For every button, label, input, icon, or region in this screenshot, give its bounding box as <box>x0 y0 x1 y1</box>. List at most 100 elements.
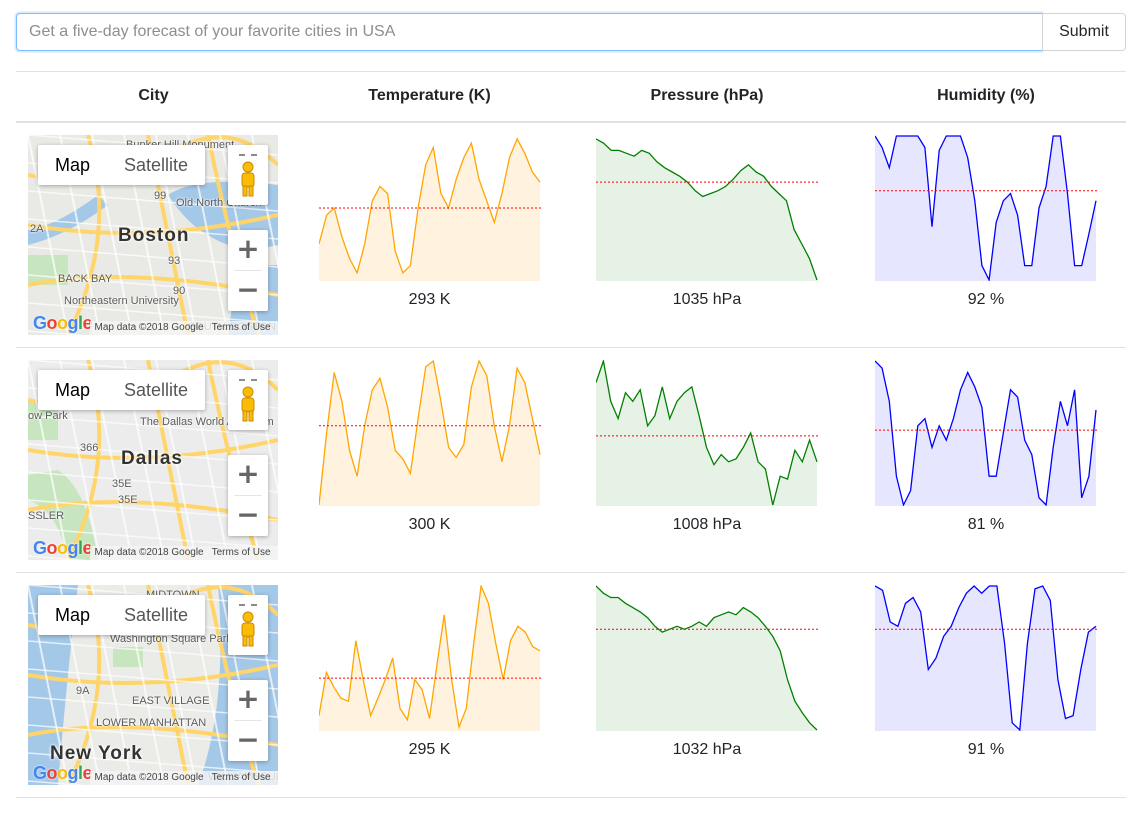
map-type-satellite-button[interactable]: Satellite <box>124 379 189 400</box>
google-logo: Google <box>33 312 93 333</box>
map-type-control: Map Satellite <box>38 369 206 410</box>
map-type-control: Map Satellite <box>38 594 206 635</box>
map-place-label: 9A <box>76 684 90 697</box>
chart-area-fill <box>875 585 1096 731</box>
map-place-label: 2A <box>30 222 44 235</box>
pressure-value: 1008 hPa <box>672 515 742 533</box>
street-view-pegman-icon[interactable] <box>228 144 268 205</box>
map-type-map-button[interactable]: Map <box>55 154 91 175</box>
zoom-out-button[interactable]: − <box>236 722 260 756</box>
map-data-credit: Map data ©2018 Google <box>94 321 204 333</box>
zoom-out-button[interactable]: − <box>236 497 260 531</box>
temperature-chart <box>318 359 541 506</box>
map-type-satellite-button[interactable]: Satellite <box>124 154 189 175</box>
submit-button[interactable]: Submit <box>1042 13 1126 51</box>
pressure-cell: 1008 hPa <box>568 347 846 573</box>
pressure-value: 1035 hPa <box>672 290 742 308</box>
pressure-cell: 1035 hPa <box>568 121 846 348</box>
table-row: The Dallas World Aquarium ow Park SSLER 366… <box>16 347 1126 573</box>
map-place-label: BACK BAY <box>58 272 113 285</box>
map-place-label: Northeastern University <box>64 294 179 307</box>
zoom-divider <box>234 719 262 721</box>
chart-area-fill <box>875 135 1096 281</box>
map-type-map-button[interactable]: Map <box>55 604 91 625</box>
temperature-value: 295 K <box>408 740 451 758</box>
chart-series-line <box>875 584 1097 731</box>
map-place-label: Washington Square Park <box>110 632 232 645</box>
header-pressure: Pressure (hPa) <box>568 71 846 123</box>
map-attribution: Map data ©2018 Google Terms of Use <box>90 320 278 335</box>
zoom-control: + − <box>228 229 268 311</box>
map-place-label: 35E <box>112 477 132 490</box>
temperature-cell: 300 K <box>291 347 568 573</box>
map-place-label: SSLER <box>28 509 65 522</box>
header-humidity: Humidity (%) <box>846 71 1126 123</box>
humidity-value: 92 % <box>967 290 1005 308</box>
chart-area-fill <box>596 138 817 281</box>
humidity-value: 81 % <box>967 515 1005 533</box>
chart-area-fill <box>318 138 540 281</box>
street-view-pegman-icon[interactable] <box>228 594 268 655</box>
search-form: Submit <box>16 13 1126 51</box>
temperature-cell: 295 K <box>291 572 568 798</box>
table-header-row: City Temperature (K) Pressure (hPa) Humi… <box>16 71 1126 123</box>
humidity-chart <box>875 134 1097 281</box>
zoom-out-button[interactable]: − <box>236 272 260 306</box>
zoom-divider <box>234 269 262 271</box>
pressure-chart <box>596 137 818 281</box>
zoom-control: + − <box>228 679 268 761</box>
map-place-label: ow Park <box>28 409 68 422</box>
search-input[interactable] <box>16 13 1042 51</box>
temperature-cell: 293 K <box>291 121 568 348</box>
chart-series-line <box>875 360 1097 506</box>
map-place-label: 366 <box>80 441 99 454</box>
google-logo: Google <box>33 762 93 783</box>
header-city: City <box>16 71 291 123</box>
map-place-label: 99 <box>154 189 167 202</box>
pressure-chart <box>596 585 818 731</box>
terms-of-use-link[interactable]: Terms of Use <box>211 321 271 333</box>
zoom-divider <box>234 494 262 496</box>
pressure-chart <box>596 359 818 506</box>
map-place-label: 93 <box>168 254 181 267</box>
pressure-cell: 1032 hPa <box>568 572 846 798</box>
chart-area-fill <box>596 585 817 731</box>
map-type-satellite-button[interactable]: Satellite <box>124 604 189 625</box>
map-type-control: Map Satellite <box>38 144 206 185</box>
map-place-label: EAST VILLAGE <box>132 694 210 707</box>
humidity-value: 91 % <box>967 740 1005 758</box>
street-view-pegman-icon[interactable] <box>228 369 268 430</box>
chart-series-line <box>318 359 541 505</box>
map-city-label: Boston <box>118 224 190 246</box>
chart-area-fill <box>318 360 540 506</box>
google-logo: Google <box>33 537 93 558</box>
pressure-value: 1032 hPa <box>672 740 742 758</box>
humidity-cell: 92 % <box>846 121 1126 348</box>
map-city-label: Dallas <box>121 447 183 469</box>
terms-of-use-link[interactable]: Terms of Use <box>211 546 271 558</box>
zoom-in-button[interactable]: + <box>236 456 260 490</box>
map-attribution: Map data ©2018 Google Terms of Use <box>90 545 278 560</box>
chart-area-fill <box>596 360 817 506</box>
zoom-in-button[interactable]: + <box>236 681 260 715</box>
zoom-in-button[interactable]: + <box>236 231 260 265</box>
chart-series-line <box>875 134 1097 281</box>
map-place-label: 90 <box>173 284 186 297</box>
zoom-control: + − <box>228 454 268 536</box>
temperature-value: 300 K <box>408 515 451 533</box>
map-type-map-button[interactable]: Map <box>55 379 91 400</box>
chart-area-fill <box>318 585 540 731</box>
city-cell: The Dallas World Aquarium ow Park SSLER 366… <box>16 347 291 573</box>
temperature-chart <box>318 136 541 281</box>
map-dallas[interactable]: The Dallas World Aquarium ow Park SSLER 366… <box>28 359 278 560</box>
terms-of-use-link[interactable]: Terms of Use <box>211 771 271 783</box>
chart-series-line <box>318 136 541 275</box>
map-data-credit: Map data ©2018 Google <box>94 771 204 783</box>
forecast-table: City Temperature (K) Pressure (hPa) Humi… <box>16 71 1126 798</box>
